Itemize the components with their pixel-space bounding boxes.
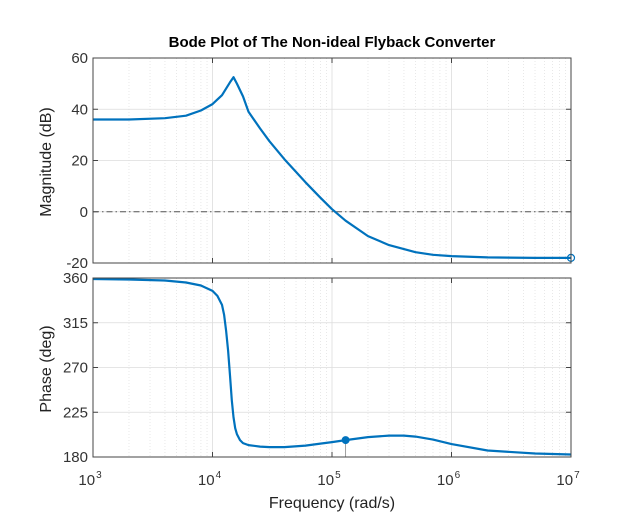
- chart-title: Bode Plot of The Non-ideal Flyback Conve…: [169, 34, 496, 51]
- magnitude-y-tick-label: 0: [80, 204, 88, 221]
- magnitude-y-tick-label: 20: [71, 153, 88, 170]
- phase-axes-box: [92, 277, 572, 458]
- phase-marker: [341, 436, 350, 445]
- phase-y-tick-label: 270: [63, 360, 88, 377]
- magnitude-y-tick-label: -20: [66, 255, 88, 272]
- x-tick-label: 103: [78, 470, 102, 489]
- magnitude-axis-label: Magnitude (dB): [38, 107, 55, 216]
- x-tick-labels: 103 104 105 106 107: [78, 470, 580, 489]
- magnitude-axes-box: [92, 57, 572, 264]
- phase-y-tick-label: 180: [63, 449, 88, 466]
- x-axis-label: Frequency (rad/s): [269, 495, 395, 512]
- x-tick-label: 106: [437, 470, 461, 489]
- phase-series-line: [92, 277, 572, 456]
- magnitude-series-line: [93, 76, 571, 259]
- phase-axes: 180 225 270 315 360: [63, 270, 572, 466]
- magnitude-axes: -20 0 20 40 60: [66, 50, 576, 272]
- x-tick-label: 107: [556, 470, 580, 489]
- magnitude-y-tick-label: 40: [71, 101, 88, 118]
- phase-axis-label: Phase (deg): [38, 325, 55, 412]
- x-tick-label: 104: [198, 470, 222, 489]
- phase-y-tick-label: 360: [63, 270, 88, 287]
- magnitude-y-tick-label: 60: [71, 50, 88, 67]
- x-tick-label: 105: [317, 470, 341, 489]
- phase-y-tick-label: 225: [63, 404, 88, 421]
- phase-y-tick-label: 315: [63, 315, 88, 332]
